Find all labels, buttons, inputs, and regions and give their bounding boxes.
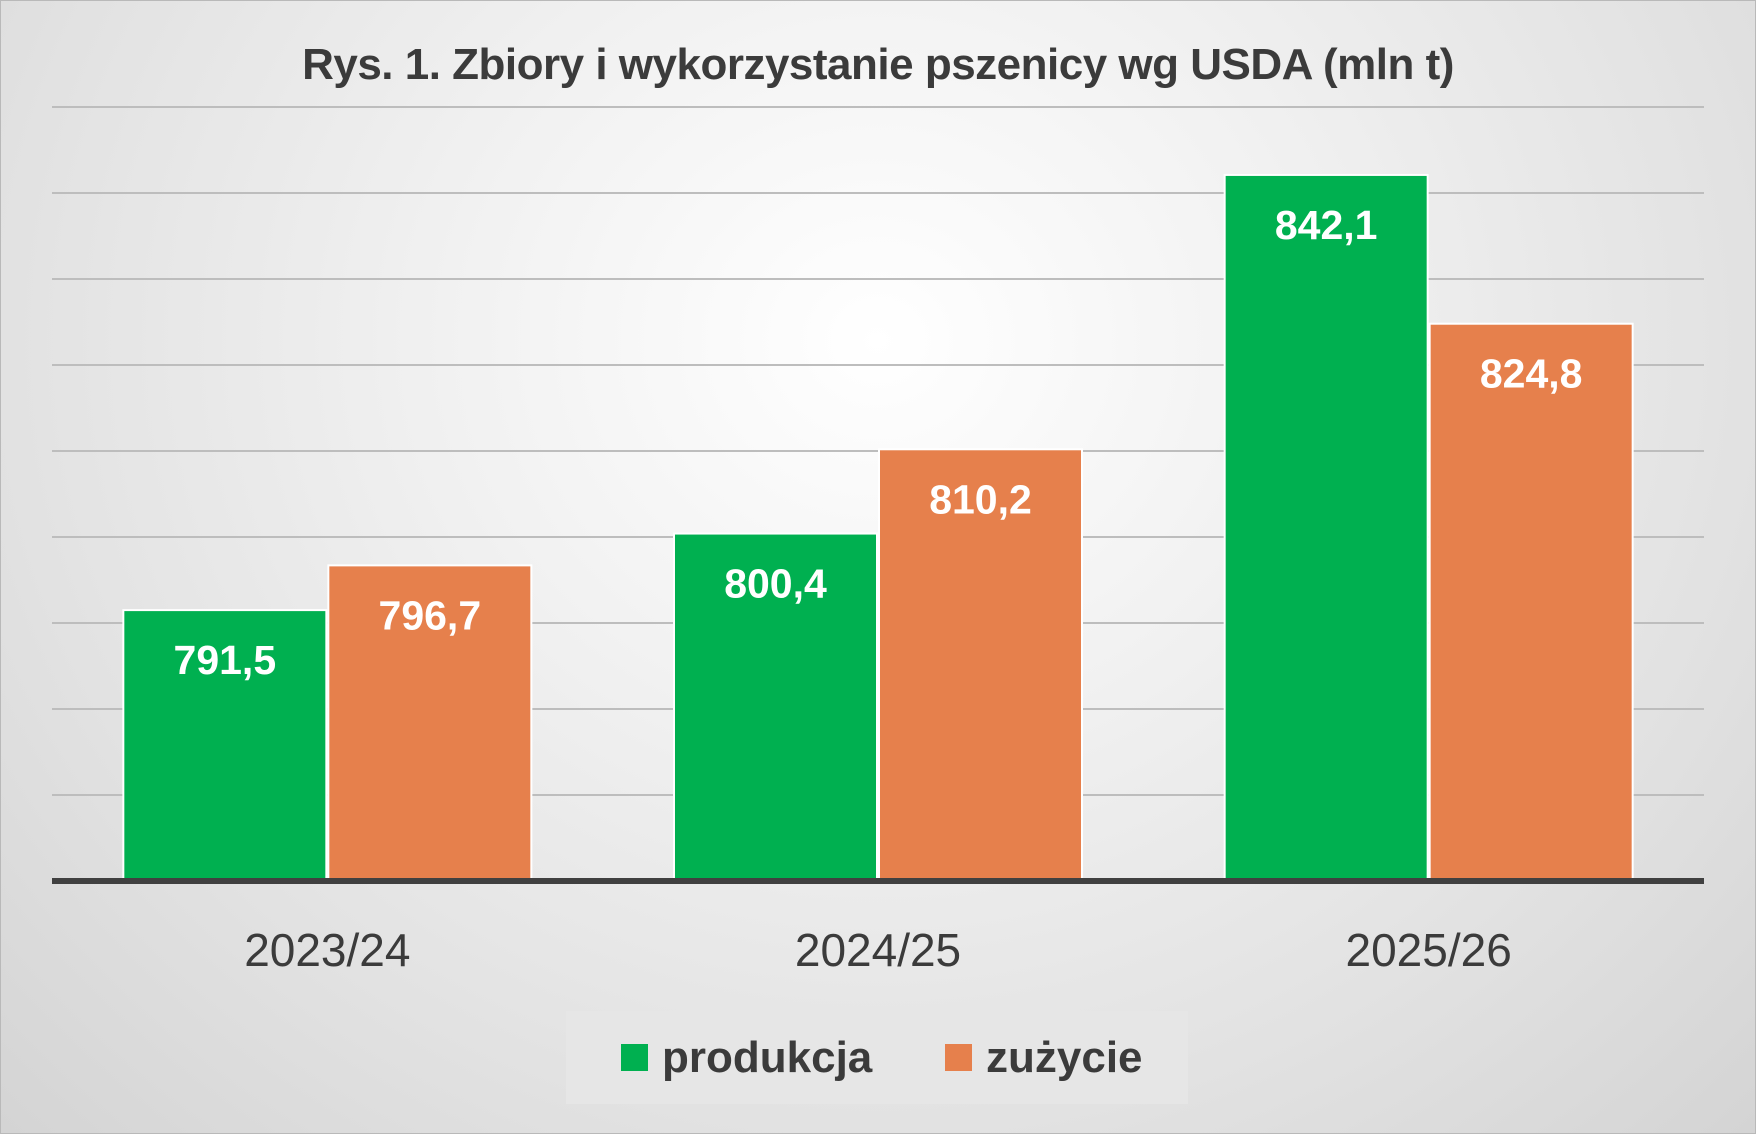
legend-item-zuzycie: zużycie <box>945 1011 1143 1104</box>
legend-swatch-zuzycie <box>945 1044 972 1071</box>
bar-zuzycie-0 <box>327 564 533 882</box>
category-label-2: 2025/26 <box>1346 924 1512 976</box>
bar-produkcja-1 <box>673 532 878 882</box>
bar-produkcja-2 <box>1223 173 1429 882</box>
data-label-produkcja-0: 791,5 <box>174 637 277 683</box>
data-label-produkcja-1: 800,4 <box>724 561 827 607</box>
bar-zuzycie-2 <box>1428 322 1634 883</box>
category-label-1: 2024/25 <box>795 924 961 976</box>
chart-legend: produkcja zużycie <box>566 1011 1188 1104</box>
legend-swatch-produkcja <box>621 1044 648 1071</box>
data-label-zuzycie-0: 796,7 <box>379 592 482 638</box>
data-label-zuzycie-2: 824,8 <box>1480 351 1583 397</box>
legend-label-produkcja: produkcja <box>662 1032 873 1082</box>
data-label-produkcja-2: 842,1 <box>1275 202 1378 248</box>
legend-item-produkcja: produkcja <box>621 1011 872 1104</box>
bar-zuzycie-1 <box>878 448 1083 882</box>
legend-label-zuzycie: zużycie <box>986 1032 1143 1082</box>
chart-title: Rys. 1. Zbiory i wykorzystanie pszenicy … <box>302 40 1454 89</box>
bar-produkcja-0 <box>122 609 328 882</box>
category-label-0: 2023/24 <box>244 924 410 976</box>
data-label-zuzycie-1: 810,2 <box>929 476 1032 522</box>
